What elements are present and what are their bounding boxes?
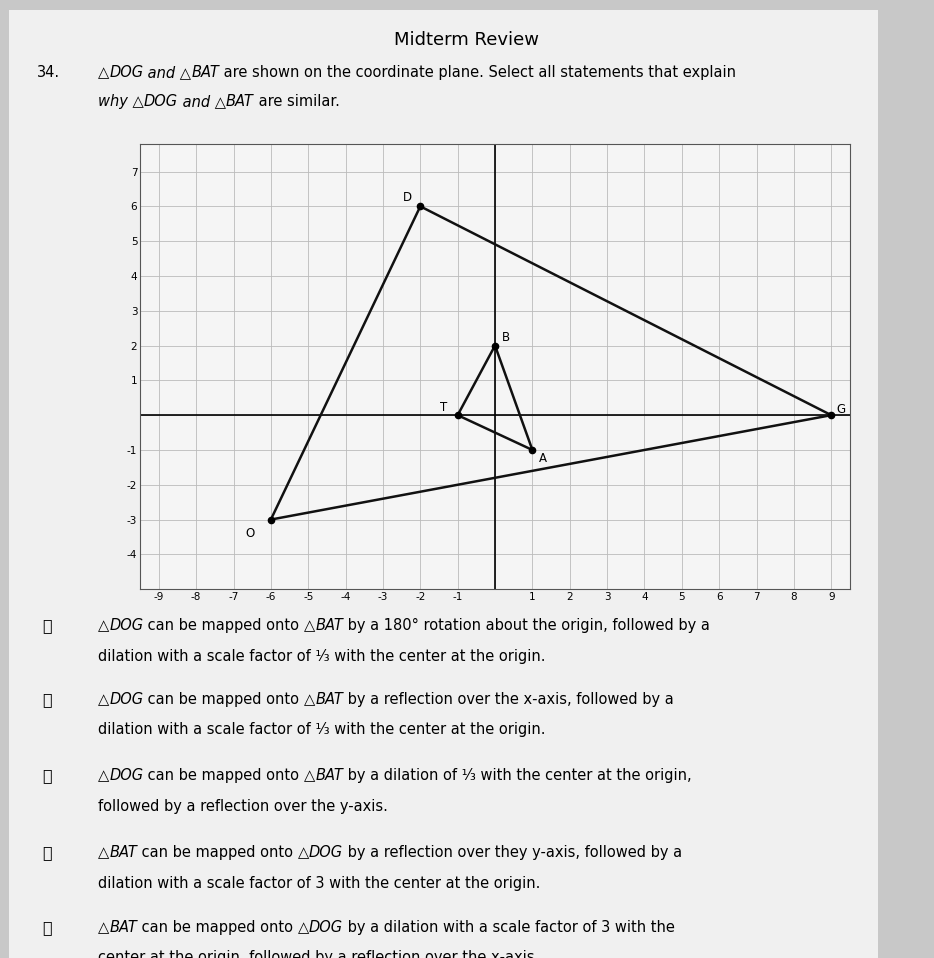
Text: by a reflection over they y-axis, followed by a: by a reflection over they y-axis, follow…: [343, 845, 682, 860]
Text: BAT: BAT: [316, 692, 343, 707]
Text: dilation with a scale factor of ¹⁄₃ with the center at the origin.: dilation with a scale factor of ¹⁄₃ with…: [98, 649, 545, 664]
Text: △: △: [298, 920, 309, 935]
Text: △: △: [98, 920, 109, 935]
Text: BAT: BAT: [316, 768, 343, 784]
Text: DOG: DOG: [109, 618, 144, 633]
Text: DOG: DOG: [309, 845, 343, 860]
Text: by a dilation of ¹⁄₃ with the center at the origin,: by a dilation of ¹⁄₃ with the center at …: [343, 768, 692, 784]
Text: T: T: [440, 401, 447, 414]
Text: O: O: [246, 527, 255, 540]
Text: BAT: BAT: [191, 65, 219, 80]
Text: followed by a reflection over the y-axis.: followed by a reflection over the y-axis…: [98, 799, 388, 814]
Text: DOG: DOG: [109, 768, 144, 784]
Text: are shown on the coordinate plane. Select all statements that explain: are shown on the coordinate plane. Selec…: [219, 65, 736, 80]
Text: can be mapped onto: can be mapped onto: [137, 920, 298, 935]
Text: dilation with a scale factor of 3 with the center at the origin.: dilation with a scale factor of 3 with t…: [98, 876, 541, 891]
Text: BAT: BAT: [109, 845, 137, 860]
Text: dilation with a scale factor of ¹⁄₃ with the center at the origin.: dilation with a scale factor of ¹⁄₃ with…: [98, 722, 545, 738]
Text: △: △: [304, 768, 316, 784]
Text: BAT: BAT: [226, 94, 254, 109]
Text: BAT: BAT: [316, 618, 343, 633]
Text: DOG: DOG: [109, 65, 144, 80]
Text: can be mapped onto: can be mapped onto: [137, 845, 298, 860]
Text: DOG: DOG: [109, 692, 144, 707]
Text: can be mapped onto: can be mapped onto: [144, 768, 304, 784]
Text: center at the origin, followed by a reflection over the x-axis.: center at the origin, followed by a refl…: [98, 950, 539, 958]
Text: 34.: 34.: [37, 65, 61, 80]
Text: by a reflection over the x-axis, followed by a: by a reflection over the x-axis, followe…: [343, 692, 673, 707]
Text: why △: why △: [98, 94, 144, 109]
Text: Ⓒ: Ⓒ: [42, 768, 51, 784]
Text: △: △: [98, 768, 109, 784]
Text: Ⓐ: Ⓐ: [42, 618, 51, 633]
Text: △: △: [98, 618, 109, 633]
Text: G: G: [836, 403, 845, 417]
Text: △: △: [304, 618, 316, 633]
Text: A: A: [539, 452, 546, 466]
Text: by a 180° rotation about the origin, followed by a: by a 180° rotation about the origin, fol…: [343, 618, 710, 633]
Text: Ⓔ: Ⓔ: [42, 920, 51, 935]
Text: can be mapped onto: can be mapped onto: [144, 618, 304, 633]
Text: can be mapped onto: can be mapped onto: [144, 692, 304, 707]
Text: △: △: [98, 692, 109, 707]
Text: and △: and △: [144, 65, 191, 80]
Text: D: D: [403, 192, 412, 204]
Text: △: △: [98, 845, 109, 860]
Text: Midterm Review: Midterm Review: [394, 31, 540, 49]
Text: △: △: [304, 692, 316, 707]
Text: Ⓑ: Ⓑ: [42, 692, 51, 707]
Text: by a dilation with a scale factor of 3 with the: by a dilation with a scale factor of 3 w…: [343, 920, 675, 935]
Text: Ⓓ: Ⓓ: [42, 845, 51, 860]
Text: △: △: [98, 65, 109, 80]
Text: are similar.: are similar.: [254, 94, 340, 109]
Text: B: B: [502, 331, 510, 344]
Text: DOG: DOG: [144, 94, 178, 109]
Text: △: △: [298, 845, 309, 860]
Text: BAT: BAT: [109, 920, 137, 935]
Text: and △: and △: [178, 94, 226, 109]
Text: DOG: DOG: [309, 920, 343, 935]
